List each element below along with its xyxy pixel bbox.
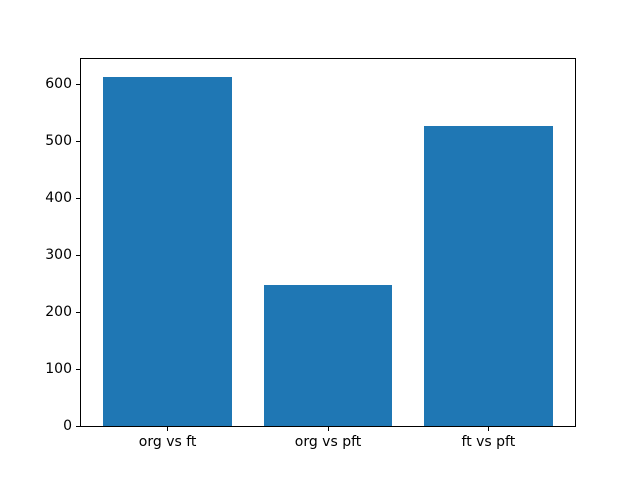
y-axis-tick-label: 400	[45, 190, 72, 207]
y-axis-tick-label: 600	[45, 76, 72, 93]
bar-org-vs-ft	[103, 76, 232, 426]
x-axis-tick-label: org vs pft	[294, 434, 362, 450]
x-axis-tick-mark	[487, 427, 489, 431]
y-axis-tick-label: 200	[45, 304, 72, 321]
x-axis-tick-mark	[327, 427, 329, 431]
y-axis-tick-mark	[76, 254, 80, 256]
x-axis-tick-mark	[167, 427, 169, 431]
y-axis-tick-label: 500	[45, 133, 72, 150]
y-axis-tick-mark	[76, 83, 80, 85]
y-axis-tick-mark	[76, 311, 80, 313]
bar-ft-vs-pft	[424, 126, 553, 426]
y-axis-tick-mark	[76, 368, 80, 370]
plot-area: 0 100 200 300 400 500 600 org vs ft org vs pft ft…	[45, 58, 576, 449]
y-axis-tick-mark	[76, 197, 80, 199]
y-axis-tick-label: 0	[63, 418, 72, 434]
y-axis-tick-label: 100	[45, 361, 72, 377]
y-axis-tick-label: 300	[45, 247, 72, 264]
x-axis-tick-label: ft vs pft	[461, 434, 516, 450]
bar-org-vs-pft	[263, 285, 393, 426]
y-axis-tick-mark	[76, 425, 80, 427]
y-axis-tick-mark	[76, 140, 80, 142]
x-axis-tick-label: org vs ft	[138, 434, 197, 450]
